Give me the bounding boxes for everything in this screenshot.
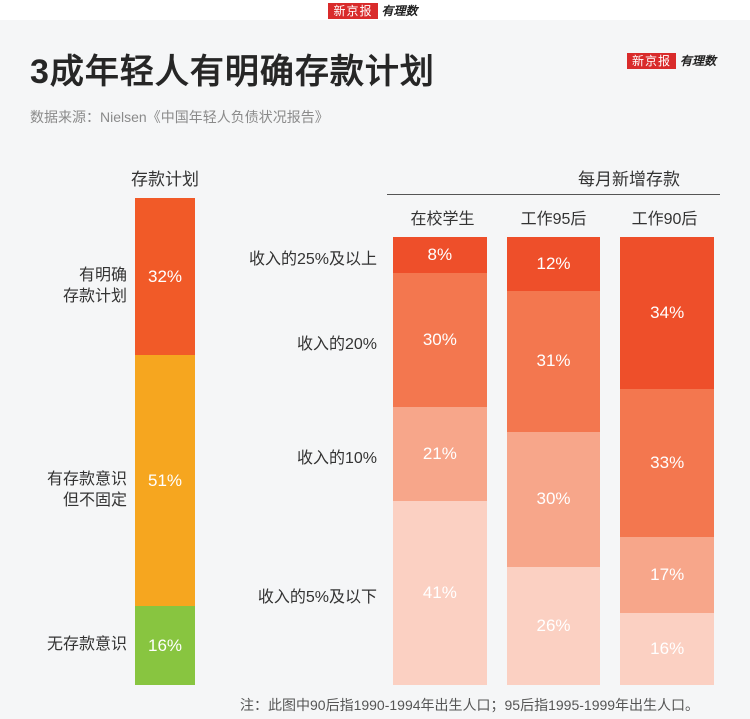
left-segment-label: 无存款意识: [47, 634, 127, 656]
left-segment-label: 有存款意识但不固定: [47, 469, 127, 512]
right-chart-body: 收入的25%及以上收入的20%收入的10%收入的5%及以下 8%30%21%41…: [240, 237, 720, 685]
stacked-column: 12%31%30%26%: [507, 237, 601, 685]
column-segment: 16%: [620, 613, 714, 685]
brand-script: 有理数: [378, 5, 422, 17]
left-chart-bar: 32%51%16%: [135, 198, 195, 685]
brand-badge-corner: 新京报 有理数: [627, 52, 720, 70]
left-chart-body: 有明确存款计划有存款意识但不固定无存款意识 32%51%16%: [30, 198, 230, 685]
monthly-savings-chart: 每月新增存款 在校学生工作95后工作90后 收入的25%及以上收入的20%收入的…: [240, 165, 720, 685]
left-chart-labels: 有明确存款计划有存款意识但不固定无存款意识: [30, 198, 135, 685]
right-chart-headers: 在校学生工作95后工作90后: [387, 195, 720, 237]
column-segment: 33%: [620, 389, 714, 537]
stacked-column: 34%33%17%16%: [620, 237, 714, 685]
brand-script: 有理数: [676, 55, 720, 67]
column-segment: 31%: [507, 291, 601, 431]
left-segment-label: 有明确存款计划: [63, 265, 127, 308]
column-header: 工作95后: [498, 205, 609, 229]
column-header: 在校学生: [387, 205, 498, 229]
column-segment: 8%: [393, 237, 487, 273]
column-segment: 12%: [507, 237, 601, 291]
left-segment: 16%: [135, 606, 195, 685]
brand-boxed: 新京报: [328, 3, 377, 19]
column-segment: 41%: [393, 501, 487, 685]
column-segment: 30%: [507, 432, 601, 568]
column-segment: 34%: [620, 237, 714, 389]
column-header: 工作90后: [609, 205, 720, 229]
top-brand-stripe: 新京报 有理数: [0, 0, 750, 20]
stacked-column: 8%30%21%41%: [393, 237, 487, 685]
right-chart-row-labels: 收入的25%及以上收入的20% 收入的10% 收入的5%及以下: [240, 237, 387, 685]
right-chart-columns: 8%30%21%41%12%31%30%26%34%33%17%16%: [387, 237, 720, 685]
column-segment: 30%: [393, 273, 487, 407]
savings-plan-chart: 存款计划 有明确存款计划有存款意识但不固定无存款意识 32%51%16%: [30, 165, 230, 685]
row-label: 收入的5%及以下: [258, 583, 377, 607]
row-label: 收入的20%: [297, 330, 377, 354]
data-source: 数据来源：Nielsen《中国年轻人负债状况报告》: [30, 107, 720, 127]
footnote: 注：此图中90后指1990-1994年出生人口；95后指1995-1999年出生…: [30, 695, 720, 715]
column-segment: 21%: [393, 407, 487, 501]
column-segment: 17%: [620, 537, 714, 613]
content-area: 新京报 有理数 3成年轻人有明确存款计划 数据来源：Nielsen《中国年轻人负…: [0, 20, 750, 719]
row-label: 收入的10%: [297, 444, 377, 468]
brand-boxed: 新京报: [627, 53, 676, 69]
row-label: 收入的25%及以上: [249, 245, 377, 269]
right-chart-title: 每月新增存款: [387, 165, 720, 195]
charts-row: 存款计划 有明确存款计划有存款意识但不固定无存款意识 32%51%16% 每月新…: [30, 165, 720, 685]
brand-badge-top: 新京报 有理数: [328, 3, 421, 19]
column-segment: 26%: [507, 567, 601, 685]
left-chart-title: 存款计划: [30, 165, 230, 198]
page-title: 3成年轻人有明确存款计划: [30, 44, 720, 93]
left-segment: 32%: [135, 198, 195, 355]
left-segment: 51%: [135, 355, 195, 606]
